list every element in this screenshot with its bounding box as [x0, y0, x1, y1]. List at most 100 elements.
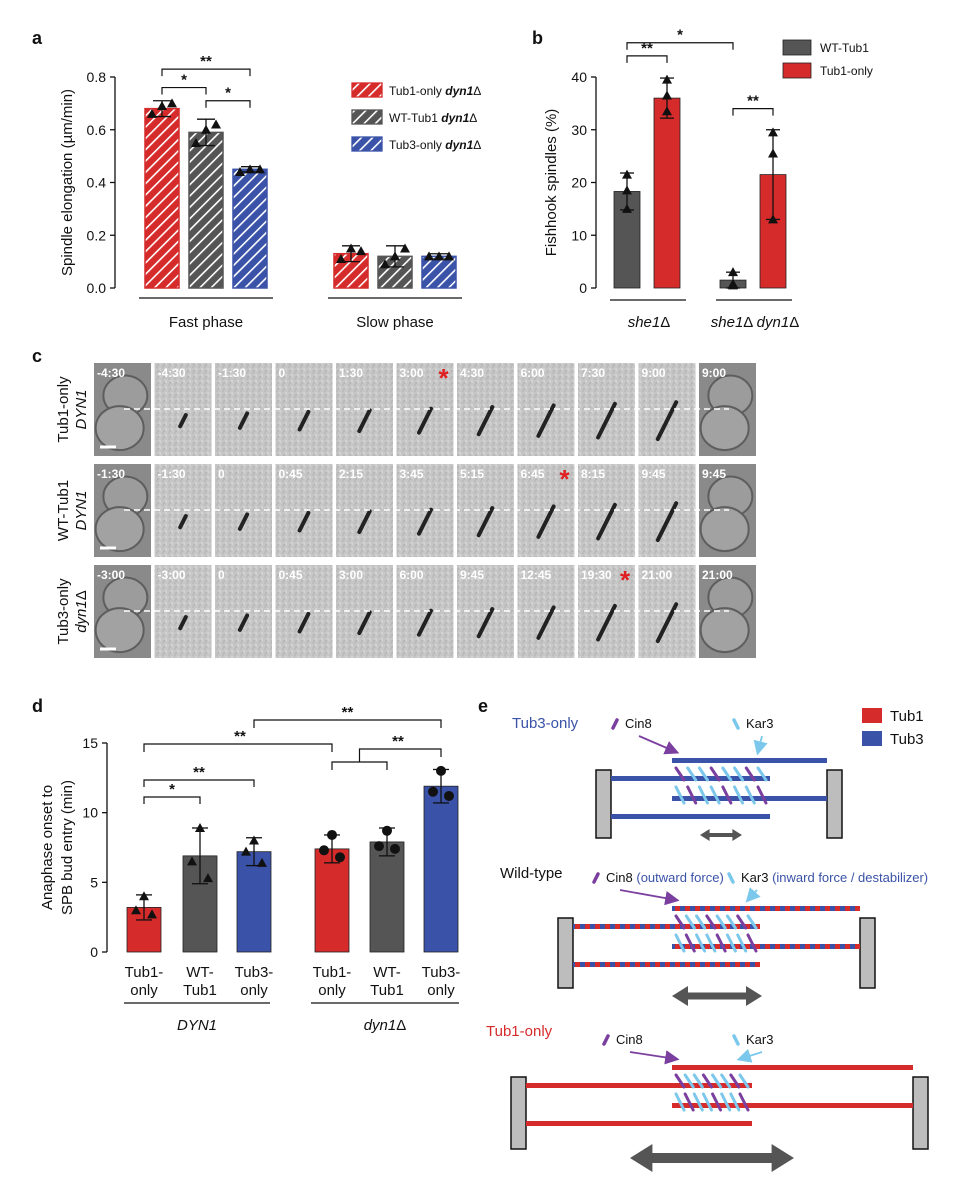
e-spb-left	[510, 1076, 527, 1150]
c-spindle	[297, 611, 311, 634]
e-spb-right	[859, 917, 876, 989]
e-microtubule	[526, 1121, 752, 1126]
e-cin8-label: Cin8	[616, 1032, 643, 1047]
c-time-label: 9:45	[460, 568, 484, 582]
panel-c-timelapse: Tub1-only DYN1-4:30 -4:30 -1:30 0 1:30 3:00 * 4:…	[55, 363, 756, 658]
c-time-label: 9:45	[702, 467, 726, 481]
d-y-axis-label: SPB bud entry (min)	[59, 780, 76, 915]
a-bar	[188, 131, 224, 289]
c-time-label: -4:30	[97, 366, 125, 380]
d-bar	[369, 841, 405, 953]
a-point	[245, 164, 255, 174]
a-significance-line	[161, 86, 207, 95]
c-time-label: 0:45	[279, 467, 303, 481]
e-legend-swatch	[862, 708, 882, 723]
c-spindle	[417, 608, 433, 637]
panel-c-label: c	[32, 346, 42, 366]
b-legend-label: WT-Tub1	[820, 41, 869, 55]
panel-b-label: b	[532, 28, 543, 48]
e-spb-left	[557, 917, 574, 989]
d-point	[335, 852, 345, 863]
d-point	[319, 845, 329, 856]
e-kar3-label: Kar3	[746, 716, 773, 731]
c-spindle	[476, 506, 495, 538]
b-point	[662, 90, 672, 100]
e-microtubule	[672, 906, 860, 911]
c-cell	[94, 607, 145, 654]
d-category-label: only	[240, 982, 268, 999]
e-kar3-motor	[711, 1073, 723, 1089]
b-point	[662, 74, 672, 84]
e-motor	[692, 1092, 704, 1112]
a-ytick-label: 0.6	[87, 122, 107, 138]
a-ytick-label: 0.0	[87, 280, 107, 296]
d-significance-label: *	[169, 781, 175, 798]
e-cin8-motor	[729, 1073, 741, 1089]
c-spindle	[297, 510, 311, 533]
a-group-label: Slow phase	[356, 314, 434, 331]
a-y-axis-label: Spindle elongation (µm/min)	[59, 89, 76, 276]
e-cin8-motor	[674, 914, 686, 930]
d-point	[382, 825, 392, 836]
c-time-label: -3:00	[97, 568, 125, 582]
d-significance-label: **	[193, 764, 205, 781]
c-time-label: 6:00	[400, 568, 424, 582]
e-kar3-motor	[697, 766, 709, 782]
b-point	[768, 127, 778, 137]
c-spindle	[596, 502, 617, 541]
c-spindle	[178, 615, 188, 631]
e-microtubule	[611, 814, 770, 819]
c-spindle	[536, 403, 556, 438]
e-motor	[715, 933, 727, 953]
b-point	[728, 278, 738, 288]
e-motor	[705, 933, 717, 953]
d-point	[195, 822, 205, 832]
e-microtubule	[526, 1083, 752, 1088]
e-motor	[725, 933, 737, 953]
c-star-marker: *	[620, 565, 631, 595]
d-category-label: Tub3-	[422, 964, 461, 981]
d-point	[249, 835, 259, 845]
a-legend-swatch	[351, 82, 383, 98]
a-bar	[421, 255, 457, 289]
d-category-label: only	[318, 982, 346, 999]
c-cell	[699, 506, 750, 553]
c-time-label: 21:00	[642, 568, 673, 582]
e-spb-right	[912, 1076, 929, 1150]
d-category-label: Tub1-	[313, 964, 352, 981]
b-legend-swatch	[782, 39, 812, 56]
e-microtubule	[672, 796, 827, 801]
c-time-label: 0	[218, 467, 225, 481]
c-time-label: 3:00	[400, 366, 424, 380]
c-time-label: 7:30	[581, 366, 605, 380]
e-cin8-arrow	[629, 1050, 680, 1065]
c-time-label: 5:15	[460, 467, 484, 481]
e-extension-arrow-head-left	[700, 829, 710, 841]
panel-e-label: e	[478, 696, 488, 716]
a-point	[157, 101, 167, 111]
e-legend-label: Tub1	[890, 708, 924, 725]
c-row-label: Tub3-only	[55, 578, 72, 645]
e-diagram-title: Tub1-only	[486, 1023, 553, 1040]
e-cin8-label: Cin8 (outward force)	[606, 870, 724, 885]
c-spindle	[536, 504, 556, 539]
d-category-label: WT-	[373, 964, 401, 981]
a-ytick-label: 0.8	[87, 69, 107, 85]
a-significance-line	[205, 100, 251, 108]
b-legend-swatch	[782, 62, 812, 79]
c-spindle	[178, 413, 188, 429]
e-kar3-motor	[683, 1073, 695, 1089]
a-significance-label: **	[200, 53, 212, 70]
e-kar3-icon	[732, 1034, 740, 1046]
e-kar3-motor	[725, 914, 737, 930]
e-kar3-motor	[738, 1073, 750, 1089]
c-spindle	[476, 607, 495, 639]
a-bar	[232, 168, 268, 289]
c-time-label: -1:30	[218, 366, 246, 380]
a-legend-label: Tub1-only dyn1Δ	[389, 84, 481, 98]
c-time-label: -3:00	[158, 568, 186, 582]
e-motor	[701, 1092, 713, 1112]
panel-a-chart: 0.0 0.2 0.4 0.6 0.8 Spindle elongation (µm/mi…	[59, 53, 481, 331]
d-bar	[314, 848, 350, 953]
e-kar3-motor	[695, 914, 707, 930]
